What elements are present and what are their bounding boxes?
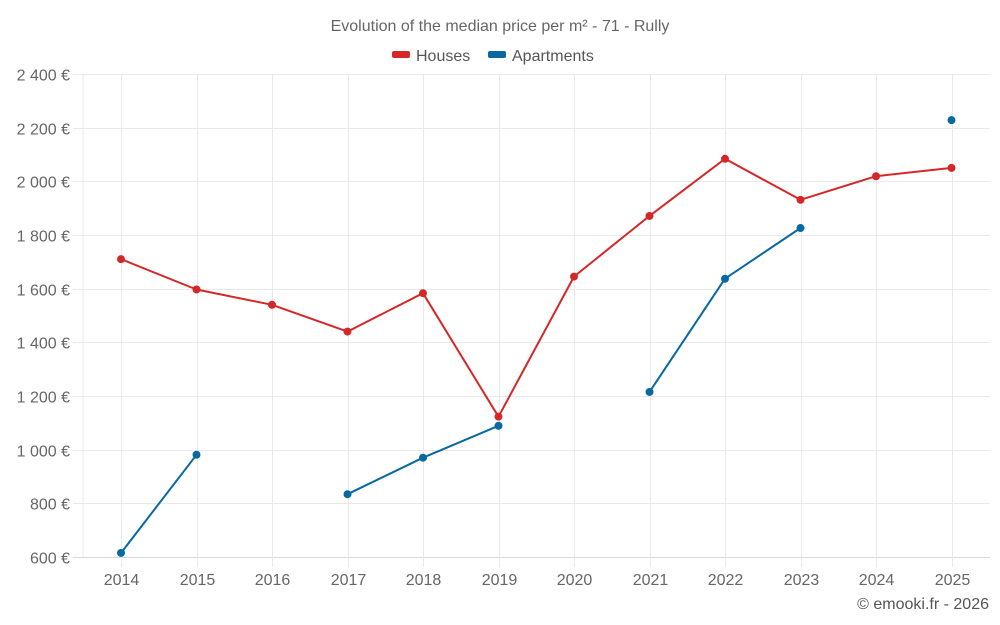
x-tick-label: 2014 <box>104 572 140 589</box>
x-axis: 2014 2015 2016 2017 2018 2019 2020 2021 2022 2023… <box>104 572 971 589</box>
data-point-houses-2024[interactable] <box>872 172 880 181</box>
x-tick-label: 2015 <box>180 572 216 589</box>
legend-item-apartments[interactable]: Apartments <box>488 48 594 65</box>
legend-swatch-houses <box>392 51 410 58</box>
y-tick-label: 1 200 € <box>17 390 70 407</box>
data-point-apartments-2021[interactable] <box>645 387 654 396</box>
series-line-houses <box>120 157 952 418</box>
data-point-apartments-2018[interactable] <box>419 453 427 462</box>
grid <box>73 74 990 567</box>
series-layer <box>117 116 956 557</box>
y-tick-label: 2 000 € <box>17 175 70 192</box>
x-tick-label: 2021 <box>633 572 669 589</box>
x-tick-label: 2025 <box>935 572 971 589</box>
data-point-houses-2014[interactable] <box>117 255 125 264</box>
data-point-houses-2017[interactable] <box>343 327 352 336</box>
data-point-apartments-2023[interactable] <box>796 224 805 233</box>
data-point-houses-2025[interactable] <box>947 163 956 172</box>
x-tick-label: 2019 <box>482 572 518 589</box>
legend: Houses Apartments <box>392 48 594 65</box>
series-apartments <box>117 116 956 557</box>
series-line-apartments <box>120 454 198 554</box>
y-tick-label: 600 € <box>30 551 70 568</box>
y-tick-label: 1 000 € <box>17 444 70 461</box>
data-point-houses-2020[interactable] <box>570 272 578 281</box>
series-houses <box>117 154 956 421</box>
legend-label-apartments: Apartments <box>512 48 594 65</box>
data-point-houses-2021[interactable] <box>645 211 654 220</box>
data-point-houses-2018[interactable] <box>419 289 427 298</box>
y-tick-label: 1 800 € <box>17 229 70 246</box>
data-point-houses-2016[interactable] <box>268 300 276 309</box>
y-tick-label: 2 400 € <box>17 68 70 85</box>
data-point-houses-2023[interactable] <box>796 195 805 204</box>
data-point-apartments-2017[interactable] <box>343 490 352 499</box>
data-point-apartments-2015[interactable] <box>192 450 201 459</box>
x-tick-label: 2022 <box>708 572 744 589</box>
data-point-apartments-2014[interactable] <box>117 548 125 557</box>
legend-label-houses: Houses <box>416 48 470 65</box>
y-tick-label: 2 200 € <box>17 122 70 139</box>
data-point-apartments-2022[interactable] <box>721 274 729 283</box>
x-tick-label: 2017 <box>331 572 367 589</box>
x-tick-label: 2023 <box>784 572 820 589</box>
x-tick-label: 2018 <box>406 572 442 589</box>
y-tick-label: 1 600 € <box>17 283 70 300</box>
chart-title: Evolution of the median price per m² - 7… <box>331 18 670 35</box>
credit-text: © emooki.fr - 2026 <box>857 596 989 613</box>
data-point-houses-2015[interactable] <box>192 285 201 294</box>
legend-swatch-apartments <box>488 51 506 58</box>
y-tick-label: 800 € <box>30 497 70 514</box>
x-tick-label: 2024 <box>859 572 895 589</box>
data-point-houses-2019[interactable] <box>494 412 503 421</box>
x-tick-label: 2020 <box>557 572 593 589</box>
x-tick-label: 2016 <box>255 572 291 589</box>
data-point-houses-2022[interactable] <box>721 154 729 163</box>
y-tick-label: 1 400 € <box>17 336 70 353</box>
data-point-apartments-2025[interactable] <box>947 116 956 125</box>
y-axis: 600 € 800 € 1 000 € 1 200 € 1 400 € 1 600 € 1 … <box>17 68 70 568</box>
data-point-apartments-2019[interactable] <box>494 421 503 430</box>
legend-item-houses[interactable]: Houses <box>392 48 470 65</box>
